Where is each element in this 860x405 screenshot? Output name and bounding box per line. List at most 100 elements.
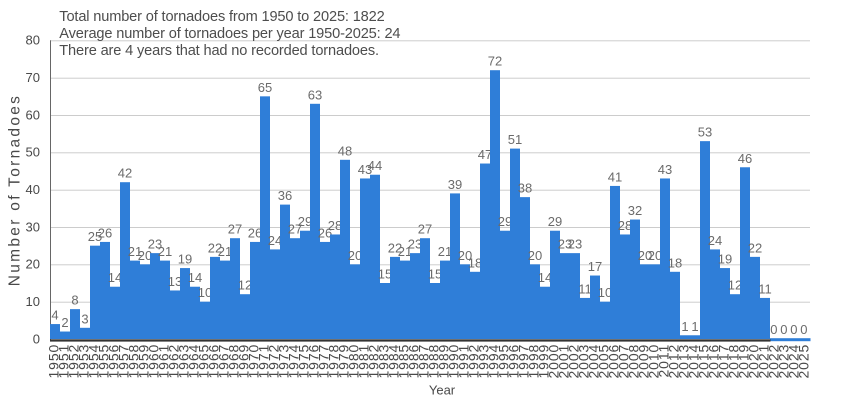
svg-text:2023: 2023 bbox=[775, 344, 791, 379]
svg-text:2013: 2013 bbox=[675, 344, 691, 379]
svg-text:20: 20 bbox=[458, 248, 472, 263]
svg-text:1997: 1997 bbox=[515, 344, 531, 379]
svg-text:38: 38 bbox=[518, 181, 532, 196]
svg-text:21: 21 bbox=[398, 244, 412, 259]
svg-text:10: 10 bbox=[598, 285, 612, 300]
svg-text:2012: 2012 bbox=[665, 344, 681, 379]
svg-text:1962: 1962 bbox=[165, 344, 181, 379]
svg-text:1977: 1977 bbox=[315, 344, 331, 379]
svg-text:36: 36 bbox=[278, 188, 292, 203]
svg-text:1953: 1953 bbox=[75, 344, 91, 379]
svg-text:2006: 2006 bbox=[605, 344, 621, 379]
svg-text:1964: 1964 bbox=[185, 344, 201, 379]
svg-text:43: 43 bbox=[658, 162, 672, 177]
svg-text:1973: 1973 bbox=[275, 344, 291, 379]
svg-text:2009: 2009 bbox=[635, 344, 651, 379]
svg-text:43: 43 bbox=[358, 162, 372, 177]
svg-text:0: 0 bbox=[770, 322, 777, 337]
svg-text:60: 60 bbox=[26, 107, 40, 122]
svg-text:1993: 1993 bbox=[475, 344, 491, 379]
svg-text:26: 26 bbox=[248, 225, 262, 240]
svg-text:2007: 2007 bbox=[615, 344, 631, 379]
svg-text:2001: 2001 bbox=[555, 344, 571, 379]
svg-text:53: 53 bbox=[698, 125, 712, 140]
svg-text:1988: 1988 bbox=[425, 344, 441, 379]
svg-text:23: 23 bbox=[568, 237, 582, 252]
svg-text:22: 22 bbox=[748, 240, 762, 255]
svg-text:22: 22 bbox=[208, 240, 222, 255]
svg-text:72: 72 bbox=[488, 54, 502, 69]
svg-text:2019: 2019 bbox=[735, 344, 751, 379]
svg-text:2024: 2024 bbox=[785, 344, 801, 379]
svg-text:1992: 1992 bbox=[465, 344, 481, 379]
svg-text:0: 0 bbox=[790, 322, 797, 337]
svg-text:2005: 2005 bbox=[595, 344, 611, 379]
svg-text:26: 26 bbox=[98, 225, 112, 240]
svg-text:11: 11 bbox=[578, 281, 592, 296]
svg-text:1970: 1970 bbox=[245, 344, 261, 379]
svg-text:24: 24 bbox=[268, 233, 282, 248]
svg-text:12: 12 bbox=[728, 278, 742, 293]
svg-text:19: 19 bbox=[178, 252, 192, 267]
svg-text:28: 28 bbox=[618, 218, 632, 233]
svg-text:42: 42 bbox=[118, 166, 132, 181]
svg-text:0: 0 bbox=[33, 331, 40, 346]
svg-text:70: 70 bbox=[26, 70, 40, 85]
svg-text:29: 29 bbox=[548, 214, 562, 229]
svg-text:2000: 2000 bbox=[545, 344, 561, 379]
svg-text:2017: 2017 bbox=[715, 344, 731, 379]
svg-text:1990: 1990 bbox=[445, 344, 461, 379]
svg-text:20: 20 bbox=[638, 248, 652, 263]
svg-text:1986: 1986 bbox=[405, 344, 421, 379]
svg-text:1951: 1951 bbox=[55, 344, 71, 379]
svg-text:Number of Tornadoes: Number of Tornadoes bbox=[7, 94, 24, 286]
svg-text:40: 40 bbox=[26, 182, 40, 197]
svg-text:2018: 2018 bbox=[725, 344, 741, 379]
svg-text:1965: 1965 bbox=[195, 344, 211, 379]
svg-text:2020: 2020 bbox=[745, 344, 761, 379]
svg-text:80: 80 bbox=[26, 33, 40, 48]
svg-text:15: 15 bbox=[428, 267, 442, 282]
svg-text:1957: 1957 bbox=[115, 344, 131, 379]
svg-text:20: 20 bbox=[348, 248, 362, 263]
svg-text:1960: 1960 bbox=[145, 344, 161, 379]
svg-text:1959: 1959 bbox=[135, 344, 151, 379]
svg-text:15: 15 bbox=[378, 267, 392, 282]
svg-text:3: 3 bbox=[81, 311, 88, 326]
svg-text:21: 21 bbox=[218, 244, 232, 259]
svg-text:2: 2 bbox=[61, 315, 68, 330]
svg-text:1971: 1971 bbox=[255, 344, 271, 379]
svg-text:1980: 1980 bbox=[345, 344, 361, 379]
svg-text:Total number of tornadoes from: Total number of tornadoes from 1950 to 2… bbox=[59, 9, 384, 25]
svg-text:2004: 2004 bbox=[585, 344, 601, 379]
svg-text:65: 65 bbox=[258, 80, 272, 95]
svg-text:1978: 1978 bbox=[325, 344, 341, 379]
svg-text:2008: 2008 bbox=[625, 344, 641, 379]
svg-text:1969: 1969 bbox=[235, 344, 251, 379]
svg-text:32: 32 bbox=[628, 203, 642, 218]
svg-text:47: 47 bbox=[478, 147, 492, 162]
svg-text:20: 20 bbox=[26, 257, 40, 272]
svg-text:29: 29 bbox=[498, 214, 512, 229]
svg-text:1955: 1955 bbox=[95, 344, 111, 379]
svg-text:1979: 1979 bbox=[335, 344, 351, 379]
svg-text:23: 23 bbox=[408, 237, 422, 252]
svg-text:1968: 1968 bbox=[225, 344, 241, 379]
svg-text:26: 26 bbox=[318, 225, 332, 240]
svg-text:51: 51 bbox=[508, 132, 522, 147]
svg-text:41: 41 bbox=[608, 169, 622, 184]
svg-text:20: 20 bbox=[648, 248, 662, 263]
svg-text:1982: 1982 bbox=[365, 344, 381, 379]
svg-text:24: 24 bbox=[708, 233, 722, 248]
svg-text:1952: 1952 bbox=[65, 344, 81, 379]
svg-text:20: 20 bbox=[528, 248, 542, 263]
svg-text:2021: 2021 bbox=[755, 344, 771, 379]
svg-text:1958: 1958 bbox=[125, 344, 141, 379]
svg-text:1983: 1983 bbox=[375, 344, 391, 379]
svg-text:14: 14 bbox=[108, 270, 122, 285]
svg-text:1999: 1999 bbox=[535, 344, 551, 379]
svg-text:21: 21 bbox=[158, 244, 172, 259]
svg-text:1991: 1991 bbox=[455, 344, 471, 379]
svg-text:22: 22 bbox=[388, 240, 402, 255]
svg-text:39: 39 bbox=[448, 177, 462, 192]
